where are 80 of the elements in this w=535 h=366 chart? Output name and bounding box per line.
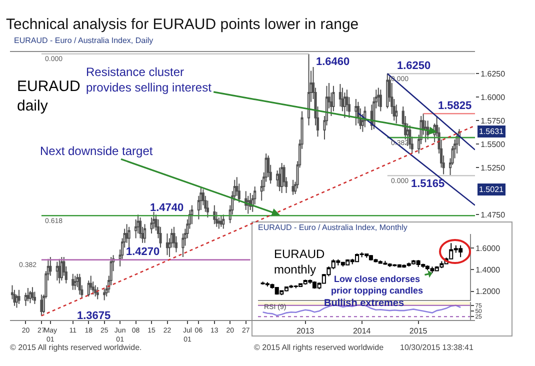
annotation: 1.5825 xyxy=(438,100,472,112)
text: 1.5631 xyxy=(479,127,504,136)
annotation: 1.6460 xyxy=(316,56,350,68)
text: © 2015 All rights reserved worldwide. xyxy=(10,343,142,352)
candlestick xyxy=(40,294,43,316)
y-tick-label: 1.6250 xyxy=(480,69,506,78)
candlestick xyxy=(58,258,61,284)
candlestick xyxy=(343,92,346,118)
candlestick xyxy=(126,224,128,244)
candlestick xyxy=(276,170,279,187)
y-tick-label: 1.6000 xyxy=(476,244,501,253)
candlestick xyxy=(222,214,225,230)
candlestick xyxy=(74,275,76,290)
chart-subtitle: EURAUD - Euro / Australia Index, Monthly xyxy=(258,223,408,232)
candlestick xyxy=(13,289,16,306)
candlestick xyxy=(456,132,458,154)
y-tick-label: 1.4000 xyxy=(476,266,501,274)
candlestick xyxy=(144,224,146,244)
candlestick xyxy=(172,226,176,248)
candlestick xyxy=(31,286,34,301)
candlestick xyxy=(96,286,99,300)
text: 1.5021 xyxy=(479,185,504,194)
candlestick xyxy=(56,261,58,282)
candlestick xyxy=(49,256,52,276)
y-tick-label: 1.6000 xyxy=(480,92,506,102)
candlestick xyxy=(244,190,248,210)
text: 10/30/2015 13:38:41 xyxy=(400,343,474,352)
candlestick xyxy=(213,204,216,225)
annotation: 1.4270 xyxy=(126,246,160,258)
annotation: 1.4740 xyxy=(150,202,184,214)
candlestick xyxy=(128,226,130,248)
candlestick xyxy=(87,280,90,297)
x-tick-label: 2013 xyxy=(296,326,315,336)
x-tick-label: 2015 xyxy=(409,326,428,336)
candlestick xyxy=(139,217,142,239)
text: © 2015 All rights reserved worldwide xyxy=(254,343,384,352)
annotation: 1.6250 xyxy=(397,60,431,72)
annotation: Resistance cluster provides selling interest xyxy=(86,65,212,95)
chart-subtitle: EURAUD - Euro / Australia Index, Daily xyxy=(14,36,154,45)
candlestick xyxy=(33,291,36,305)
annotation: Low close endorses prior topping candles xyxy=(331,274,424,296)
y-tick-label: 1.5750 xyxy=(480,116,506,126)
candlestick xyxy=(206,200,209,218)
y-tick-label: 1.2000 xyxy=(476,287,501,296)
candlestick xyxy=(220,215,222,228)
candlestick xyxy=(278,167,281,192)
annotation: Next downside target xyxy=(40,144,154,158)
candlestick xyxy=(166,232,169,256)
y-tick-label: 1.5500 xyxy=(480,140,506,149)
candlestick xyxy=(15,294,18,308)
annotation: EURAUD monthly xyxy=(274,247,326,277)
candlestick xyxy=(94,284,97,297)
candlestick xyxy=(377,87,380,108)
candlestick xyxy=(78,273,81,296)
candlestick xyxy=(28,290,32,304)
annotation: 1.3675 xyxy=(77,310,111,322)
y-tick-label: 1.5250 xyxy=(480,163,506,172)
candlestick xyxy=(338,83,342,108)
candlestick xyxy=(386,73,389,109)
candlestick xyxy=(18,289,20,305)
candlestick xyxy=(292,179,294,196)
x-tick-label: 2014 xyxy=(352,326,372,336)
candlestick xyxy=(136,214,140,234)
candlestick xyxy=(72,273,74,290)
candlestick xyxy=(280,162,284,194)
candlestick xyxy=(354,98,358,126)
candlestick xyxy=(182,232,184,258)
candlestick xyxy=(26,288,30,302)
candlestick xyxy=(379,89,382,112)
candlestick xyxy=(152,211,156,230)
candlestick xyxy=(408,124,412,150)
annotation: 1.5165 xyxy=(411,178,445,190)
candlestick xyxy=(307,53,310,126)
candlestick xyxy=(24,292,28,306)
candlestick xyxy=(190,204,194,225)
y-tick-label: 1.4750 xyxy=(480,210,506,220)
candlestick xyxy=(103,288,106,301)
chart-title: Technical analysis for EURAUD points lower in range xyxy=(6,16,359,33)
annotation: EURAUD daily xyxy=(17,78,81,114)
candlestick xyxy=(134,218,138,239)
